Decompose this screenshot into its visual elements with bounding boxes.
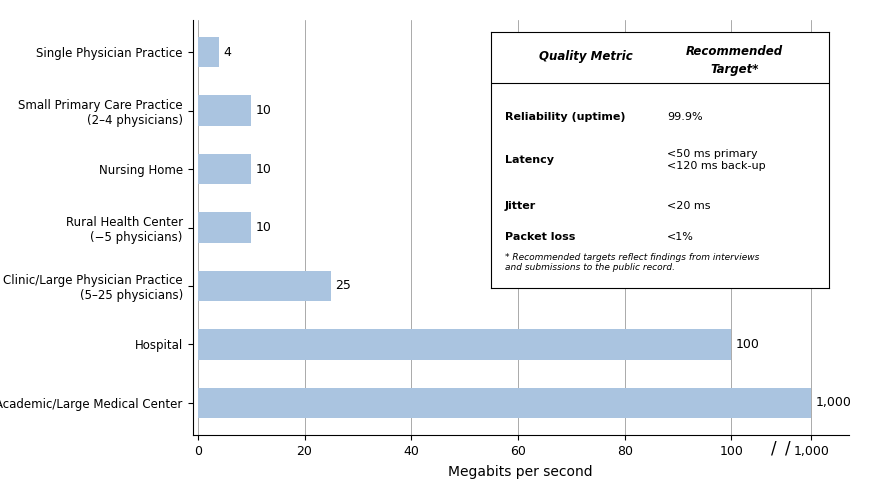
- Text: <50 ms primary
<120 ms back-up: <50 ms primary <120 ms back-up: [667, 150, 766, 171]
- Text: Jitter: Jitter: [505, 201, 536, 211]
- Text: /: /: [785, 439, 790, 457]
- Bar: [198, 388, 811, 418]
- Bar: [198, 37, 219, 68]
- Text: Target*: Target*: [710, 63, 759, 76]
- Bar: [198, 271, 332, 301]
- Text: 1,000: 1,000: [816, 396, 851, 409]
- Bar: [198, 329, 732, 360]
- Text: <1%: <1%: [667, 232, 694, 241]
- Text: 4: 4: [223, 46, 231, 59]
- Text: Quality Metric: Quality Metric: [539, 50, 633, 63]
- Text: /: /: [771, 439, 777, 457]
- Text: * Recommended targets reflect findings from interviews
and submissions to the pu: * Recommended targets reflect findings f…: [505, 253, 759, 272]
- Bar: [198, 212, 251, 242]
- Bar: [198, 96, 251, 126]
- Text: Packet loss: Packet loss: [505, 232, 575, 241]
- Text: 10: 10: [255, 162, 271, 175]
- Text: Latency: Latency: [505, 155, 554, 165]
- Text: Reliability (uptime): Reliability (uptime): [505, 112, 625, 122]
- Text: 25: 25: [335, 280, 352, 292]
- Text: 10: 10: [255, 221, 271, 234]
- Text: 99.9%: 99.9%: [667, 112, 703, 122]
- Text: 100: 100: [736, 338, 760, 351]
- Text: <20 ms: <20 ms: [667, 201, 710, 211]
- Bar: [198, 154, 251, 184]
- X-axis label: Megabits per second: Megabits per second: [448, 464, 593, 478]
- Text: 10: 10: [255, 104, 271, 117]
- Text: Recommended: Recommended: [686, 45, 783, 58]
